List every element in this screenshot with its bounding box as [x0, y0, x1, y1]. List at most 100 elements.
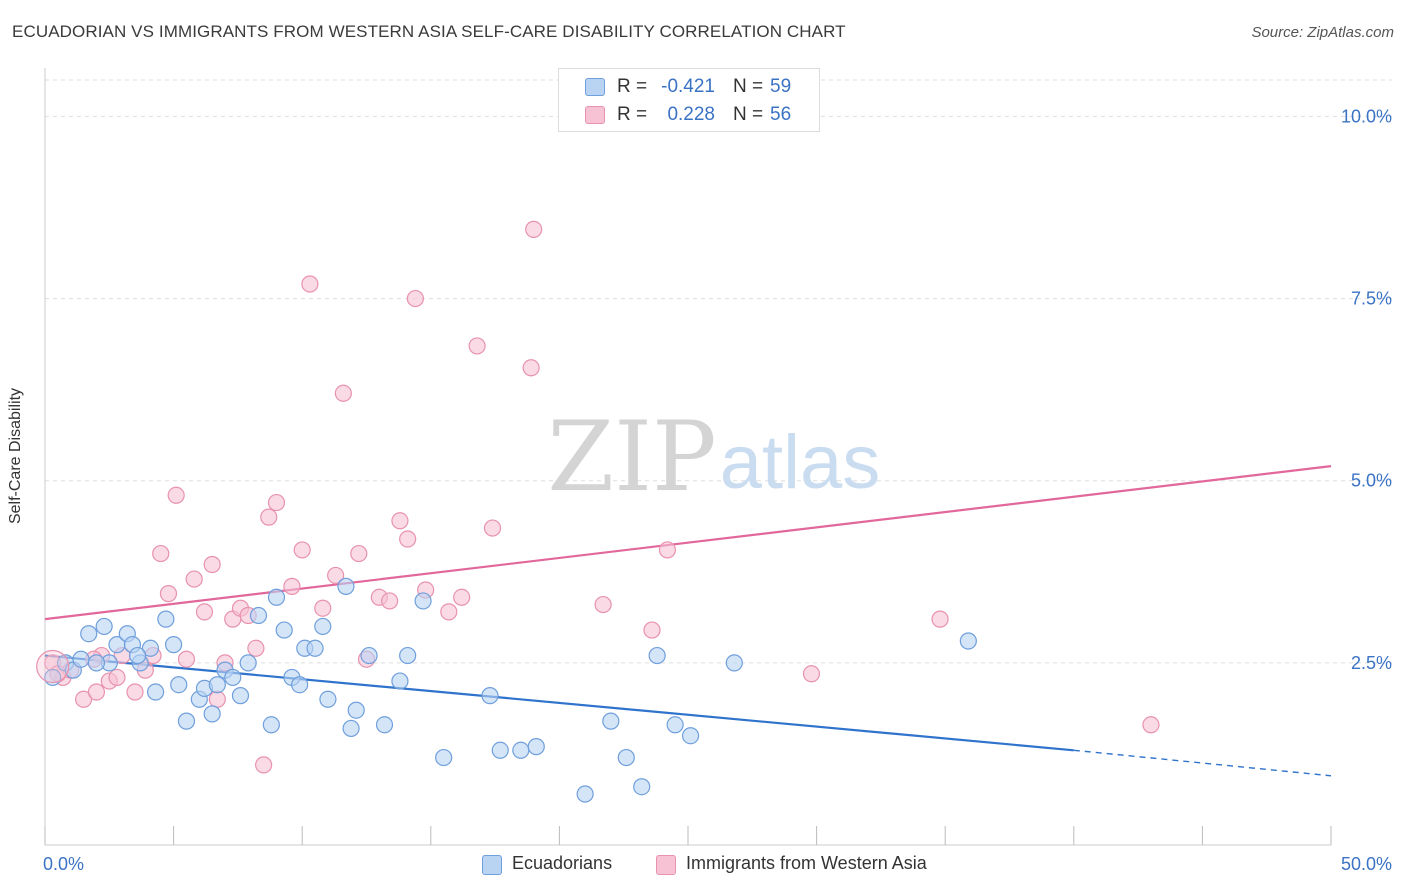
y-tick-label: 7.5% — [1351, 289, 1392, 309]
n-value: 59 — [770, 76, 792, 97]
western-asia-point — [267, 493, 286, 512]
western-asia-point — [1142, 716, 1160, 734]
western-asia-point — [381, 592, 399, 610]
western-asia-point — [293, 541, 311, 559]
ecuadorian-point — [177, 712, 196, 730]
y-tick-label: 5.0% — [1351, 471, 1392, 491]
ecuadorian-point — [267, 588, 286, 606]
y-tick-label: 10.0% — [1341, 106, 1392, 126]
ecuadorian-point — [291, 676, 309, 694]
chart-title: ECUADORIAN VS IMMIGRANTS FROM WESTERN AS… — [12, 22, 846, 41]
ecuadorian-point — [224, 668, 242, 687]
ecuadorian-point — [95, 617, 113, 636]
ecuadorian-point — [87, 654, 106, 672]
ecuadorian-point — [648, 646, 666, 665]
western-asia-point — [350, 544, 368, 563]
y-tick-label: 2.5% — [1351, 653, 1392, 673]
western-asia-point — [36, 649, 70, 684]
ecuadorian-point — [375, 716, 394, 734]
watermark: ZIP atlas — [547, 401, 880, 513]
western-asia-point — [247, 639, 265, 657]
western-asia-trend-line — [44, 465, 1332, 621]
axes — [44, 68, 1332, 846]
ecuadorian-point — [231, 687, 250, 705]
ecuadorian-point — [203, 705, 221, 723]
ecuadorian-point — [527, 738, 545, 756]
western-asia-point — [314, 599, 332, 617]
legend-blue-swatch — [482, 855, 502, 875]
western-asia-point — [453, 588, 471, 606]
n-label: N = — [733, 104, 764, 125]
legend-pink-swatch — [656, 855, 676, 875]
ecuadorian-point — [959, 632, 977, 650]
western-asia-point — [399, 530, 417, 548]
ecuadorian-point — [360, 646, 378, 665]
ecuadorian-point — [146, 683, 165, 701]
trend-lines — [44, 465, 1332, 777]
ecuadorian-trend-extension — [1073, 749, 1332, 777]
ecuadorian-point — [141, 639, 160, 657]
western-asia-point — [185, 570, 203, 588]
ecuadorian-point — [435, 748, 453, 767]
legend-label: Ecuadorians — [512, 853, 613, 873]
western-asia-point — [108, 668, 126, 687]
ecuadorian-point — [306, 639, 324, 657]
western-asia-point — [301, 275, 319, 293]
ecuadorian-point — [337, 577, 355, 595]
western-asia-point — [440, 603, 458, 621]
western-asia-point — [167, 486, 185, 504]
ecuadorian-point — [481, 687, 499, 705]
legend-label: Immigrants from Western Asia — [686, 853, 927, 873]
ecuadorian-point — [512, 741, 530, 759]
source-label: Source: ZipAtlas.com — [1251, 24, 1394, 41]
western-asia-point — [255, 756, 273, 774]
western-asia-point — [483, 519, 502, 537]
ecuadorian-point — [249, 606, 268, 625]
western-asia-point — [391, 512, 409, 530]
western-asia-point — [195, 603, 214, 621]
western-asia-point — [643, 621, 661, 639]
correlation-stats-box: R = -0.421 N = 59 R = 0.228 N = 56 — [558, 68, 820, 132]
stats-row-western-asia: R = 0.228 N = 56 — [559, 101, 819, 129]
y-axis-label: Self-Care Disability — [7, 387, 24, 525]
ecuadorian-point — [725, 654, 743, 672]
watermark-zip: ZIP — [547, 401, 716, 513]
western-asia-point — [159, 585, 178, 603]
r-value: 0.228 — [667, 104, 715, 125]
ecuadorian-point — [165, 636, 183, 654]
ecuadorian-point — [262, 716, 280, 734]
ecuadorian-point — [576, 785, 594, 803]
western-asia-point — [931, 610, 949, 628]
ecuadorian-point — [157, 610, 175, 628]
ecuadorian-point — [208, 676, 226, 694]
x-tick-label: 0.0% — [43, 854, 84, 874]
western-asia-point — [74, 690, 93, 708]
r-label: R = — [617, 76, 648, 97]
ecuadorian-point — [633, 778, 651, 796]
blue-swatch — [585, 78, 605, 96]
ecuadorian-point — [391, 672, 409, 690]
pink-swatch — [585, 106, 605, 124]
n-label: N = — [733, 76, 764, 97]
ecuadorian-point — [314, 617, 332, 636]
ecuadorian-point — [239, 654, 257, 672]
western-asia-point — [152, 544, 170, 563]
western-asia-point — [283, 577, 301, 595]
gridlines — [45, 79, 1392, 664]
ecuadorian-point — [414, 592, 432, 610]
western-asia-point — [802, 665, 821, 683]
ecuadorian-point — [170, 676, 188, 694]
watermark-atlas: atlas — [720, 420, 881, 505]
western-asia-point — [406, 289, 424, 308]
ecuadorian-point — [666, 716, 684, 734]
western-asia-point — [203, 555, 221, 574]
x-tick-label: 50.0% — [1341, 854, 1392, 874]
western-asia-point — [594, 595, 612, 614]
western-asia-point — [208, 690, 226, 708]
n-value: 56 — [770, 104, 792, 125]
ecuadorian-point — [342, 719, 360, 738]
western-asia-point — [525, 220, 543, 238]
ecuadorian-point — [347, 701, 365, 719]
western-asia-point — [126, 683, 144, 701]
